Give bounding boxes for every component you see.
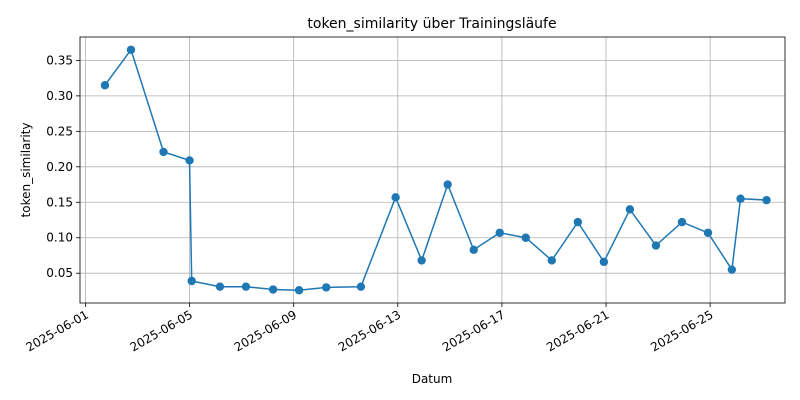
data-point [356,282,366,291]
data-point [599,257,609,267]
data-point [703,228,713,237]
y-axis-ticks: 0.05 0.10 0.15 0.20 0.25 0.30 0.35 [46,53,80,280]
data-point [100,81,110,90]
data-point [625,205,635,214]
data-point [443,180,452,189]
y-tick-label: 0.15 [46,195,73,209]
data-point [762,195,771,205]
data-point [547,256,557,265]
series-token-similarity [100,45,771,295]
data-point [736,194,745,203]
y-tick-label: 0.10 [46,231,73,245]
data-point [651,241,661,250]
data-point [268,285,278,294]
data-point [469,245,478,254]
data-point [126,45,136,54]
y-tick-label: 0.25 [46,124,73,138]
data-point [677,217,687,227]
chart-title: token_similarity über Trainingsläufe [307,16,556,32]
x-axis-label: Datum [412,372,453,386]
data-point [727,265,737,274]
data-point [521,233,530,242]
data-point [573,217,583,227]
data-point [215,282,225,291]
data-point [495,228,504,237]
data-point [322,283,331,292]
data-point [241,282,251,291]
y-tick-label: 0.30 [46,89,73,103]
y-tick-label: 0.20 [46,160,73,174]
data-point [185,156,194,165]
plot-frame [79,36,786,304]
data-point [391,193,400,202]
y-axis-label: token_similarity [19,123,33,218]
y-tick-label: 0.35 [46,53,73,67]
data-point [187,276,196,286]
grid-lines [80,37,785,303]
data-point [294,286,304,295]
data-point [159,147,168,157]
y-tick-label: 0.05 [46,266,73,280]
data-point [417,256,426,265]
